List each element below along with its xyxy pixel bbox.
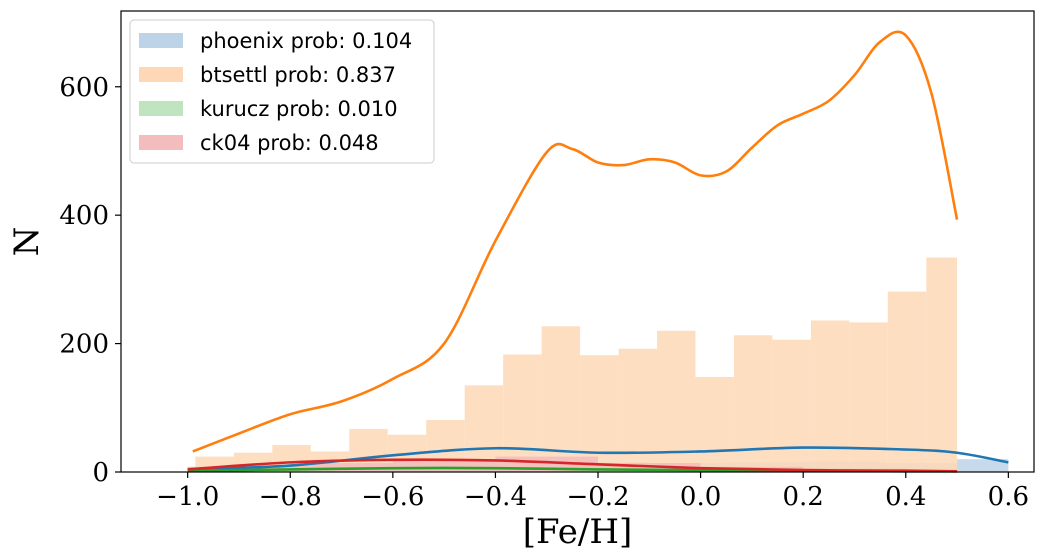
hist-bar-2-14 bbox=[695, 376, 734, 472]
legend-label-2: btsettl prob: 0.837 bbox=[200, 63, 396, 87]
legend-swatch-1 bbox=[139, 33, 183, 48]
x-tick-label: 0.4 bbox=[885, 482, 926, 512]
y-tick-label: 400 bbox=[59, 201, 109, 231]
x-tick-label: −1.0 bbox=[156, 482, 219, 512]
y-tick-label: 200 bbox=[59, 330, 109, 360]
y-ticks: 0 200 400 600 bbox=[59, 73, 121, 488]
hist-bar-2-20 bbox=[926, 257, 958, 472]
x-tick-label: 0.0 bbox=[680, 482, 721, 512]
kde-line-4 bbox=[187, 458, 958, 473]
hist-bar-2-16 bbox=[772, 339, 811, 472]
x-tick-label: 0.2 bbox=[783, 482, 824, 512]
x-ticks: −1.0 −0.8 −0.6 −0.4 −0.2 0.0 0.2 0.4 0.6 bbox=[156, 472, 1029, 512]
hist-bar-2-9 bbox=[503, 354, 542, 472]
hist-bar-2-15 bbox=[733, 335, 773, 472]
hist-bar-4-3 bbox=[392, 460, 496, 472]
legend: phoenix prob: 0.104 btsettl prob: 0.837 ku… bbox=[129, 19, 435, 164]
y-tick-label: 600 bbox=[59, 73, 109, 103]
hist-bar-2-10 bbox=[541, 326, 581, 472]
legend-box bbox=[129, 19, 435, 164]
legend-label-4: ck04 prob: 0.048 bbox=[200, 131, 379, 155]
hist-bar-2-11 bbox=[580, 355, 619, 472]
hist-bar-2-17 bbox=[810, 320, 850, 472]
kde-layer bbox=[187, 30, 1009, 473]
x-tick-label: −0.8 bbox=[259, 482, 322, 512]
hist-bar-1-11 bbox=[957, 459, 1009, 472]
x-tick-label: −0.6 bbox=[361, 482, 424, 512]
y-axis-label: N bbox=[7, 227, 47, 257]
hist-bar-2-19 bbox=[887, 291, 927, 472]
legend-swatch-2 bbox=[139, 67, 183, 82]
histogram-layer bbox=[187, 257, 1009, 472]
legend-swatch-4 bbox=[139, 135, 183, 150]
axes-frame bbox=[120, 10, 1035, 473]
y-tick-label: 0 bbox=[92, 458, 109, 488]
x-tick-label: −0.4 bbox=[464, 482, 527, 512]
legend-label-3: kurucz prob: 0.010 bbox=[200, 97, 398, 121]
legend-swatch-3 bbox=[139, 101, 183, 116]
legend-label-1: phoenix prob: 0.104 bbox=[200, 29, 412, 53]
x-axis-label: [Fe/H] bbox=[523, 512, 633, 552]
x-tick-label: 0.6 bbox=[988, 482, 1029, 512]
x-tick-label: −0.2 bbox=[566, 482, 629, 512]
kde-line-2 bbox=[192, 30, 959, 453]
hist-bar-2-13 bbox=[657, 330, 696, 472]
